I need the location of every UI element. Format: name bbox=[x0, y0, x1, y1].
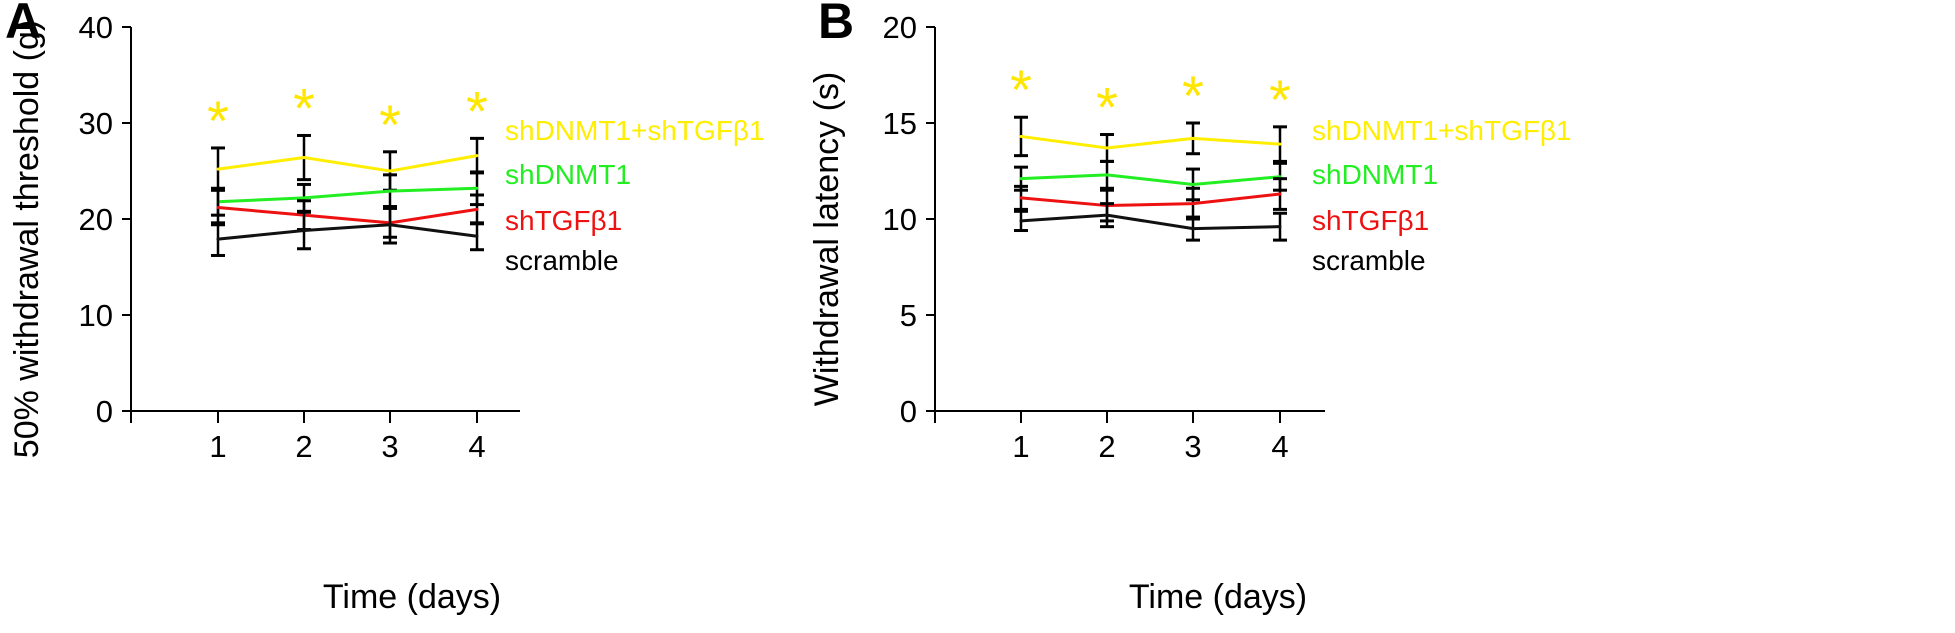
x-tick-label: 2 bbox=[1098, 429, 1115, 464]
y-tick-label: 40 bbox=[79, 10, 113, 45]
data-point bbox=[1105, 173, 1109, 177]
y-tick-label: 15 bbox=[883, 106, 917, 141]
series-label: shTGFβ1 bbox=[505, 205, 622, 236]
data-point bbox=[1191, 202, 1195, 206]
x-tick-label: 4 bbox=[468, 429, 485, 464]
series-yellow: shDNMT1+shTGFβ1 bbox=[211, 115, 765, 192]
series-line bbox=[1020, 134, 1281, 150]
series-label: shDNMT1 bbox=[1312, 159, 1438, 190]
data-point bbox=[1019, 134, 1023, 138]
data-point bbox=[1105, 213, 1109, 217]
x-tick-label: 4 bbox=[1271, 429, 1288, 464]
x-tick-label: 2 bbox=[295, 429, 312, 464]
data-point bbox=[475, 186, 479, 190]
data-point bbox=[1191, 227, 1195, 231]
data-point bbox=[302, 196, 306, 200]
significance-star: * bbox=[1269, 68, 1291, 131]
data-point bbox=[475, 234, 479, 238]
series-line bbox=[1020, 173, 1281, 186]
series-line bbox=[217, 223, 478, 241]
panel-b: B 0 5 10 15 20 1 2 3 4 Time (days) Withdrawal laten… bbox=[808, 0, 1572, 616]
y-tick-label: 0 bbox=[900, 394, 917, 429]
significance-star: * bbox=[1182, 64, 1204, 127]
significance-star: * bbox=[1096, 76, 1118, 139]
significance-star: * bbox=[379, 93, 401, 156]
data-point bbox=[1191, 136, 1195, 140]
data-point bbox=[302, 156, 306, 160]
data-point bbox=[1278, 192, 1282, 196]
series-green: shDNMT1 bbox=[1014, 159, 1438, 202]
series-line bbox=[217, 154, 478, 173]
data-point bbox=[216, 205, 220, 209]
data-point bbox=[388, 169, 392, 173]
panel-letter: B bbox=[818, 0, 854, 49]
data-point bbox=[1105, 146, 1109, 150]
data-point bbox=[1019, 177, 1023, 181]
data-point bbox=[388, 223, 392, 227]
data-point bbox=[216, 237, 220, 241]
significance-star: * bbox=[293, 76, 315, 139]
panel-letter: A bbox=[5, 0, 41, 49]
significance-star: * bbox=[207, 89, 229, 152]
data-point bbox=[216, 167, 220, 171]
data-point bbox=[1019, 196, 1023, 200]
series-label: scramble bbox=[1312, 245, 1426, 276]
y-tick-label: 0 bbox=[96, 394, 113, 429]
data-point bbox=[475, 207, 479, 211]
series-label: shDNMT1 bbox=[505, 159, 631, 190]
panel-a: A 0 10 20 30 40 1 2 3 4 Time (days) 50% withdrawal … bbox=[5, 0, 765, 616]
series-label: shDNMT1+shTGFβ1 bbox=[1312, 115, 1572, 146]
x-tick-label: 3 bbox=[1184, 429, 1201, 464]
x-axis-title: Time (days) bbox=[1129, 578, 1307, 616]
series-line bbox=[1020, 192, 1281, 208]
series-label: shDNMT1+shTGFβ1 bbox=[505, 115, 765, 146]
series-label: shTGFβ1 bbox=[1312, 205, 1429, 236]
y-tick-label: 10 bbox=[883, 202, 917, 237]
y-axis-title: Withdrawal latency (s) bbox=[808, 72, 846, 406]
y-tick-label: 5 bbox=[900, 298, 917, 333]
significance-star: * bbox=[1010, 58, 1032, 121]
x-axis-title: Time (days) bbox=[323, 578, 501, 616]
x-tick-label: 1 bbox=[1012, 429, 1029, 464]
y-tick-label: 10 bbox=[79, 298, 113, 333]
x-tick-label: 3 bbox=[381, 429, 398, 464]
series-yellow: shDNMT1+shTGFβ1 bbox=[1014, 115, 1572, 163]
data-point bbox=[1191, 182, 1195, 186]
data-point bbox=[475, 154, 479, 158]
data-point bbox=[1019, 219, 1023, 223]
data-point bbox=[302, 229, 306, 233]
series-line bbox=[217, 205, 478, 225]
series-line bbox=[1020, 213, 1281, 231]
data-point bbox=[1278, 225, 1282, 229]
series-black: scramble bbox=[211, 205, 619, 276]
significance-star: * bbox=[466, 79, 488, 142]
data-point bbox=[1278, 142, 1282, 146]
series-black: scramble bbox=[1014, 202, 1426, 276]
series-red: shTGFβ1 bbox=[1014, 177, 1429, 236]
series-line bbox=[217, 186, 478, 204]
y-tick-label: 20 bbox=[883, 10, 917, 45]
series-label: scramble bbox=[505, 245, 619, 276]
series-red: shTGFβ1 bbox=[211, 188, 622, 239]
y-axis-title: 50% withdrawal threshold (g) bbox=[8, 20, 46, 458]
x-tick-label: 1 bbox=[209, 429, 226, 464]
y-tick-label: 20 bbox=[79, 202, 113, 237]
data-point bbox=[388, 189, 392, 193]
y-tick-label: 30 bbox=[79, 106, 113, 141]
